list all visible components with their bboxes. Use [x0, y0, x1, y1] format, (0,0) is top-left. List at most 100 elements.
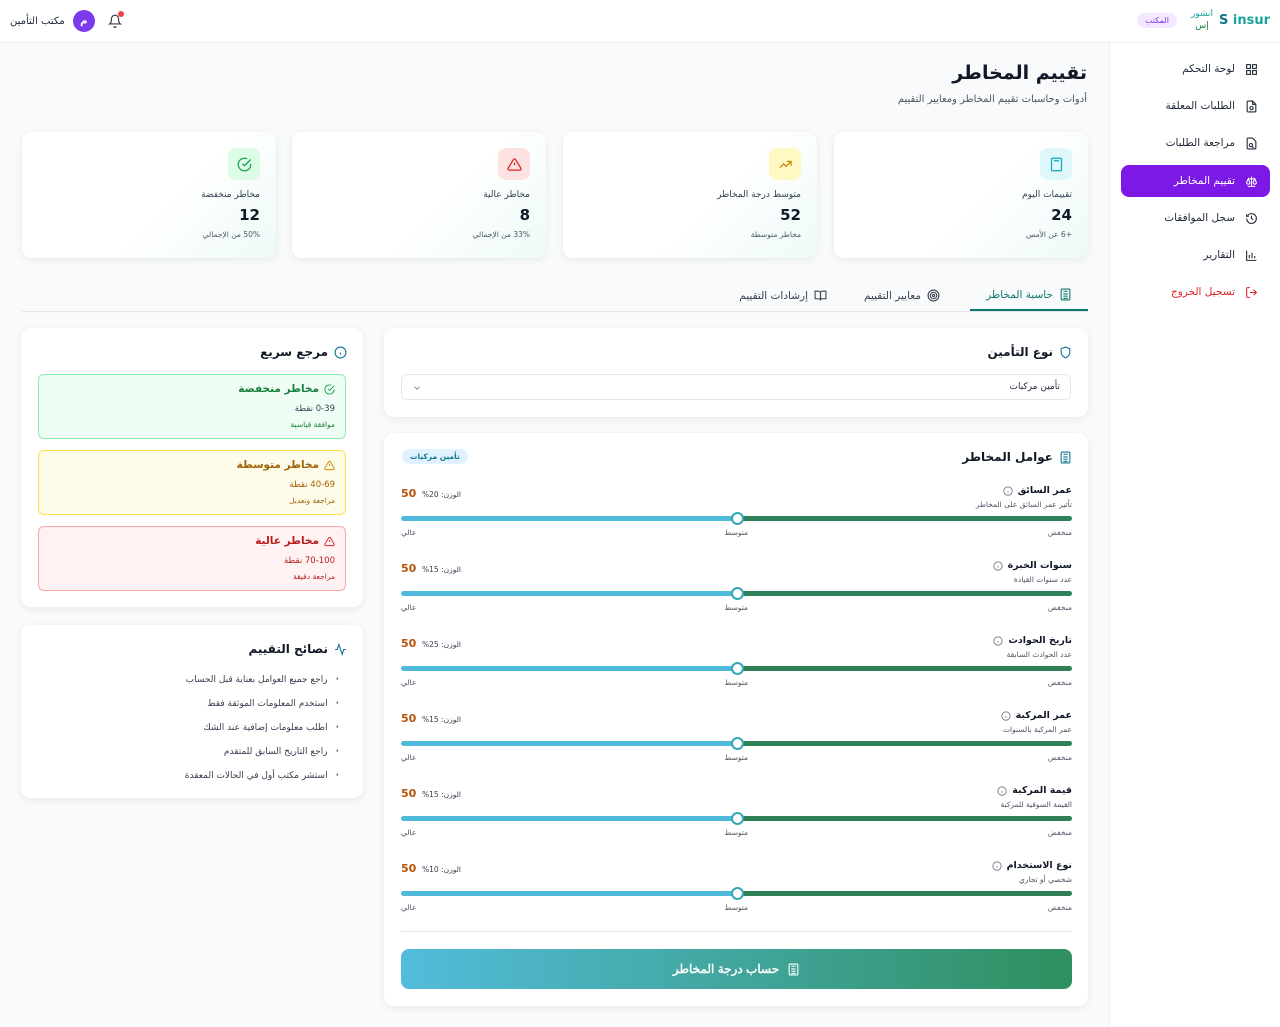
divider — [401, 931, 1072, 932]
stat-value: 8 — [519, 206, 530, 224]
risk-slider[interactable] — [401, 812, 1072, 825]
history-icon — [1246, 212, 1257, 224]
stat-note: مخاطر متوسطة — [750, 230, 801, 239]
top-bar: مكتب التأمين م المكتب انشور إس S insur — [0, 0, 1280, 43]
file-search-icon — [1246, 137, 1257, 149]
risk-slider[interactable] — [401, 587, 1072, 600]
sidebar-item-review[interactable]: مراجعة الطلبات — [1121, 127, 1270, 159]
stat-card-high: مخاطر عالية 8 33% من الإجمالي — [292, 132, 546, 258]
sidebar-item-dashboard[interactable]: لوحة التحكم — [1121, 53, 1270, 85]
tick-mid: متوسط — [724, 603, 749, 612]
info-icon[interactable] — [993, 560, 1003, 571]
sidebar-item-label: التقارير — [1203, 249, 1235, 261]
insurance-type-select[interactable]: تأمين مركبات — [401, 374, 1071, 400]
stat-card-average: متوسط درجة المخاطر 52 مخاطر متوسطة — [563, 132, 817, 258]
factor-description: عمر المركبة بالسنوات — [1002, 725, 1072, 734]
sidebar-item-pending[interactable]: الطلبات المعلقة — [1121, 90, 1270, 122]
insurance-tag: تأمين مركبات — [402, 449, 468, 464]
reference-title: مخاطر منخفضة — [238, 383, 335, 395]
info-icon[interactable] — [1001, 710, 1011, 721]
risk-factors-card: عوامل المخاطر تأمين مركبات عمر السائق تأث… — [384, 433, 1088, 1006]
slider-thumb[interactable] — [730, 512, 744, 525]
slider-thumb[interactable] — [730, 662, 744, 675]
quick-reference-card: مرجع سريع مخاطر منخفضة 0-39 نقطة موافقة … — [21, 328, 363, 607]
sidebar-item-reports[interactable]: التقارير — [1121, 239, 1270, 271]
risk-factor: عمر المركبة عمر المركبة بالسنوات 50 الوزن: … — [401, 710, 1072, 776]
scale-icon — [1246, 176, 1257, 187]
bell-icon[interactable] — [107, 11, 124, 28]
reference-low: مخاطر منخفضة 0-39 نقطة موافقة قياسية — [38, 374, 346, 439]
tab-label: حاسبة المخاطر — [986, 288, 1053, 301]
stat-label: متوسط درجة المخاطر — [717, 190, 801, 200]
logo-english-s: S — [1218, 12, 1233, 28]
tips-card: نصائح التقييم راجع جميع العوامل بعناية ق… — [21, 625, 363, 798]
slider-thumb[interactable] — [730, 587, 744, 600]
tab-evaluation-guidelines[interactable]: إرشادات التقييم — [723, 280, 843, 311]
reference-title: مخاطر عالية — [255, 535, 335, 547]
calculate-risk-button[interactable]: حساب درجة المخاطر — [401, 949, 1072, 989]
slider-track-right — [736, 741, 1072, 746]
risk-slider[interactable] — [401, 737, 1072, 750]
tick-low: منخفض — [1047, 903, 1072, 912]
tick-low: منخفض — [1047, 603, 1072, 612]
reference-medium: مخاطر متوسطة 40-69 نقطة مراجعة وتعديل — [38, 450, 346, 515]
stat-card-low: مخاطر منخفضة 12 50% من الإجمالي — [22, 132, 276, 258]
slider-thumb[interactable] — [730, 887, 744, 900]
factor-description: عدد سنوات القيادة — [1013, 575, 1072, 584]
tick-mid: متوسط — [724, 828, 749, 837]
risk-factor: سنوات الخبرة عدد سنوات القيادة 50 الوزن: 15… — [401, 560, 1072, 626]
factor-name: عمر المركبة — [1001, 710, 1072, 721]
sidebar-item-risk-assessment[interactable]: تقييم المخاطر — [1121, 165, 1270, 197]
factor-weight: الوزن: 15% — [422, 565, 461, 574]
risk-factors-header: عوامل المخاطر — [962, 450, 1072, 464]
slider-thumb[interactable] — [730, 737, 744, 750]
risk-factor: تاريخ الحوادث عدد الحوادث السابقة 50 الوزن:… — [401, 635, 1072, 701]
stat-label: مخاطر منخفضة — [201, 190, 260, 200]
info-icon[interactable] — [993, 635, 1003, 646]
risk-slider[interactable] — [401, 887, 1072, 900]
book-icon — [814, 290, 827, 301]
factor-value: 50 — [401, 787, 417, 800]
warning-icon — [506, 157, 522, 171]
factor-name-text: قيمة المركبة — [1012, 785, 1072, 796]
card-title: نصائح التقييم — [248, 642, 328, 656]
info-icon[interactable] — [1003, 485, 1013, 496]
stat-label: مخاطر عالية — [483, 190, 530, 200]
risk-slider[interactable] — [401, 662, 1072, 675]
stat-note: 33% من الإجمالي — [472, 230, 530, 239]
logo-arabic-2: إس — [1195, 21, 1209, 31]
factor-description: القيمة السوقية للمركبة — [1000, 800, 1072, 809]
calculator-icon — [1050, 157, 1062, 171]
activity-icon — [335, 642, 346, 656]
stat-icon-bg — [1040, 148, 1072, 180]
stat-note: 50% من الإجمالي — [202, 230, 260, 239]
quick-reference-header: مرجع سريع — [260, 345, 347, 359]
slider-track-right — [736, 891, 1072, 896]
calculator-icon — [1060, 288, 1071, 301]
slider-thumb[interactable] — [730, 812, 744, 825]
card-title: نوع التأمين — [987, 345, 1053, 359]
sidebar-item-logout[interactable]: تسجيل الخروج — [1121, 276, 1270, 308]
stat-value: 12 — [239, 206, 260, 224]
tab-risk-calculator[interactable]: حاسبة المخاطر — [970, 280, 1088, 311]
target-icon — [927, 289, 940, 302]
info-icon[interactable] — [997, 785, 1007, 796]
tick-high: عالي — [401, 903, 417, 912]
user-menu[interactable]: مكتب التأمين م — [10, 10, 95, 32]
check-circle-icon — [324, 383, 335, 395]
notification-dot — [118, 11, 124, 17]
sidebar-item-approvals[interactable]: سجل الموافقات — [1121, 202, 1270, 234]
factor-name-text: سنوات الخبرة — [1007, 560, 1072, 571]
factor-name-text: عمر السائق — [1017, 485, 1072, 496]
tab-label: معايير التقييم — [863, 289, 921, 302]
calculator-icon — [788, 963, 799, 975]
risk-slider[interactable] — [401, 512, 1072, 525]
page-subtitle: أدوات وحاسبات تقييم المخاطر ومعايير التق… — [897, 94, 1087, 105]
warning-icon — [324, 460, 335, 470]
tab-evaluation-criteria[interactable]: معايير التقييم — [848, 280, 956, 311]
reference-title-text: مخاطر متوسطة — [236, 459, 319, 471]
info-icon[interactable] — [991, 860, 1002, 871]
button-label: حساب درجة المخاطر — [672, 962, 780, 976]
factor-name: عمر السائق — [1003, 485, 1072, 496]
factor-value: 50 — [401, 562, 417, 575]
